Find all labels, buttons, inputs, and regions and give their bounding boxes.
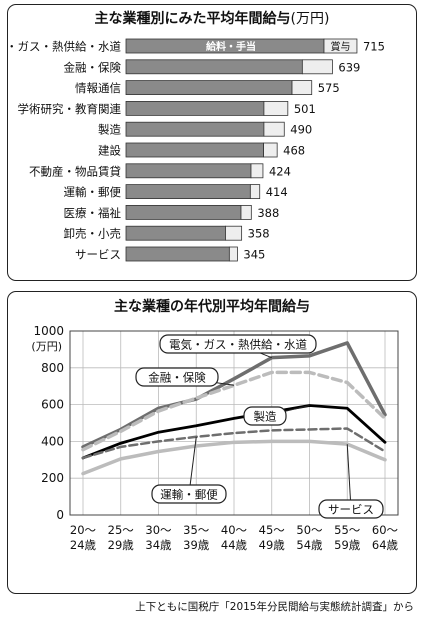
- salary-bar: [125, 59, 303, 75]
- bar-category-label: 製造: [98, 123, 121, 137]
- bonus-inbar-label: 賞与: [330, 40, 350, 53]
- bar-total-label: 575: [318, 81, 340, 95]
- callout-box: [243, 406, 287, 426]
- line-chart-panel: 主な業種の年代別平均年間給与 1000 800 600 400 200 0 (万円) 20〜 2…: [7, 291, 417, 594]
- bar-total-label: 715: [363, 40, 385, 54]
- callout-box: [151, 484, 227, 504]
- x-tick-label: 20〜: [70, 523, 97, 537]
- bar-total-label: 424: [269, 164, 291, 178]
- line-chart-title: 主な業種の年代別平均年間給与: [114, 299, 310, 315]
- callout-box: [159, 334, 317, 354]
- bonus-bar: [323, 38, 358, 54]
- bar-total-label: 501: [294, 102, 316, 116]
- salary-bar: [125, 142, 264, 158]
- series-label: 運輸・郵便: [160, 488, 218, 502]
- series-line: [81, 404, 387, 460]
- x-tick-label: 24歳: [70, 538, 97, 552]
- x-tick-label: 34歳: [145, 538, 172, 552]
- bar-category-label: 情報通信: [75, 81, 121, 95]
- salary-bar: [125, 163, 252, 179]
- y-tick-label: 600: [41, 398, 64, 412]
- y-tick-label: 200: [41, 471, 64, 485]
- x-tick-label: 55〜: [334, 523, 361, 537]
- callout-box: [135, 367, 219, 387]
- bonus-bar: [250, 163, 264, 179]
- bar-total-label: 345: [243, 248, 265, 262]
- x-tick-label: 40〜: [221, 523, 248, 537]
- salary-bar: [125, 204, 242, 220]
- salary-inbar-label: 給料・手当: [206, 40, 256, 53]
- y-tick-label: 1000: [33, 324, 64, 338]
- bonus-bar: [240, 204, 252, 220]
- bar-total-label: 414: [266, 185, 288, 199]
- x-tick-label: 35〜: [183, 523, 210, 537]
- bar-category-label: 医療・福祉: [64, 206, 122, 220]
- bonus-bar: [291, 80, 313, 95]
- callout-box: [318, 499, 384, 519]
- series-line: [81, 341, 387, 449]
- salary-bar: [125, 80, 293, 95]
- bar-category-label: 運輸・郵便: [64, 185, 122, 199]
- callout-leader: [346, 444, 352, 510]
- bar-category-label: 不動産・物品賃貸: [29, 164, 121, 178]
- x-tick-label: 59歳: [334, 538, 361, 552]
- series-label: 金融・保険: [148, 371, 206, 385]
- x-tick-label: 64歳: [372, 538, 399, 552]
- bonus-bar: [263, 101, 289, 116]
- bar-category-label: サービス: [75, 248, 121, 262]
- y-axis-unit: (万円): [31, 340, 62, 353]
- y-tick-label: 800: [41, 361, 64, 375]
- salary-bar: [125, 101, 265, 116]
- bar-total-label: 639: [338, 60, 360, 74]
- bonus-bar: [301, 59, 333, 75]
- salary-bar: [125, 246, 230, 262]
- bar-total-label: 490: [290, 123, 312, 137]
- x-tick-label: 45〜: [259, 523, 286, 537]
- source-note: 上下ともに国税庁「2015年分民間給与実態統計調査」から: [135, 601, 414, 613]
- salary-bar: [125, 225, 226, 241]
- bonus-bar: [228, 246, 238, 262]
- bonus-bar: [263, 121, 285, 137]
- bar-total-label: 358: [248, 227, 270, 241]
- series-label: 電気・ガス・熱供給・水道: [169, 338, 307, 352]
- bar-category-label: 電気・ガス・熱供給・水道: [8, 40, 121, 54]
- bar-chart-title: 主な業種別にみた平均年間給与(万円): [8, 8, 416, 28]
- salary-bar: [125, 121, 265, 137]
- bar-category-label: 建設: [98, 144, 121, 158]
- bar-category-label: 金融・保険: [64, 60, 122, 74]
- bonus-bar: [249, 184, 261, 200]
- salary-bar: [125, 184, 251, 200]
- series-line: [81, 427, 387, 460]
- bonus-bar: [263, 142, 278, 158]
- bar-category-label: 学術研究・教育関連: [18, 102, 122, 116]
- x-tick-label: 39歳: [183, 538, 210, 552]
- series-line: [81, 439, 387, 476]
- x-tick-label: 29歳: [108, 538, 135, 552]
- series-label: 製造: [254, 410, 277, 424]
- x-tick-label: 49歳: [259, 538, 286, 552]
- line-chart: 1000 800 600 400 200 0 (万円) 20〜24歳 25〜29歳 30〜34歳 3…: [31, 324, 399, 552]
- bar-chart-unit: (万円): [290, 11, 330, 27]
- x-tick-label: 54歳: [296, 538, 323, 552]
- y-tick-label: 0: [56, 508, 64, 522]
- bar-total-label: 468: [283, 144, 305, 158]
- x-tick-label: 44歳: [221, 538, 248, 552]
- x-tick-label: 50〜: [296, 523, 323, 537]
- series-label: サービス: [328, 503, 374, 517]
- bar-category-label: 卸売・小売: [64, 227, 122, 241]
- plot-frame: [69, 330, 399, 516]
- bar-chart-panel: 主な業種別にみた平均年間給与(万円) 電気・ガス・熱供給・水道 715 給料・手当 賞…: [7, 4, 417, 281]
- bonus-bar: [225, 225, 243, 241]
- x-tick-label: 25〜: [108, 523, 135, 537]
- bar-total-label: 388: [257, 206, 279, 220]
- x-tick-label: 60〜: [372, 523, 399, 537]
- bar-chart-title-text: 主な業種別にみた平均年間給与: [94, 11, 291, 27]
- y-tick-label: 400: [41, 434, 64, 448]
- x-tick-label: 30〜: [145, 523, 172, 537]
